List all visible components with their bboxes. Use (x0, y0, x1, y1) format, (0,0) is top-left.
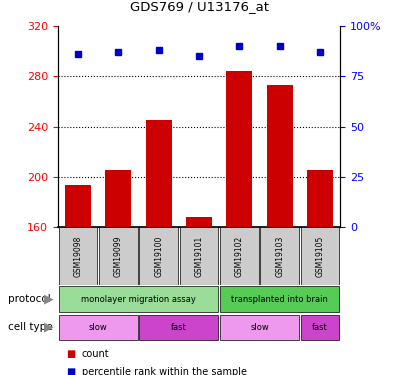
Bar (146, 120, 172, 227)
Bar (139, 315, 219, 340)
Bar (99, 227, 138, 285)
Bar (59, 315, 138, 340)
Bar (105, 171, 131, 227)
Text: GSM19105: GSM19105 (316, 235, 325, 277)
Bar (139, 227, 178, 285)
Text: count: count (82, 350, 109, 359)
Bar (65, 186, 91, 227)
Text: slow: slow (89, 322, 107, 332)
Bar (59, 227, 97, 285)
Text: monolayer migration assay: monolayer migration assay (81, 295, 196, 304)
Bar (220, 315, 299, 340)
Text: GSM19100: GSM19100 (154, 235, 163, 277)
Text: GSM19098: GSM19098 (73, 235, 82, 277)
Bar (301, 315, 339, 340)
Text: GSM19101: GSM19101 (195, 236, 203, 277)
Text: transplanted into brain: transplanted into brain (231, 295, 328, 304)
Bar (226, 71, 252, 227)
Bar (220, 227, 259, 285)
Bar (220, 286, 339, 312)
Text: protocol: protocol (8, 294, 51, 304)
Text: percentile rank within the sample: percentile rank within the sample (82, 367, 247, 375)
Bar (179, 227, 219, 285)
Text: slow: slow (250, 322, 269, 332)
Text: GSM19099: GSM19099 (114, 235, 123, 277)
Text: ■: ■ (66, 350, 75, 359)
Text: ▶: ▶ (44, 292, 54, 306)
Bar (260, 227, 299, 285)
Bar (186, 217, 212, 227)
Text: ▶: ▶ (44, 321, 54, 334)
Text: fast: fast (312, 322, 328, 332)
Text: GDS769 / U13176_at: GDS769 / U13176_at (129, 0, 269, 13)
Bar (267, 85, 293, 227)
Bar (301, 227, 339, 285)
Text: GSM19102: GSM19102 (235, 236, 244, 277)
Text: GSM19103: GSM19103 (275, 235, 284, 277)
Text: fast: fast (171, 322, 187, 332)
Text: cell type: cell type (8, 322, 53, 332)
Bar (307, 171, 333, 227)
Bar (59, 286, 219, 312)
Text: ■: ■ (66, 367, 75, 375)
